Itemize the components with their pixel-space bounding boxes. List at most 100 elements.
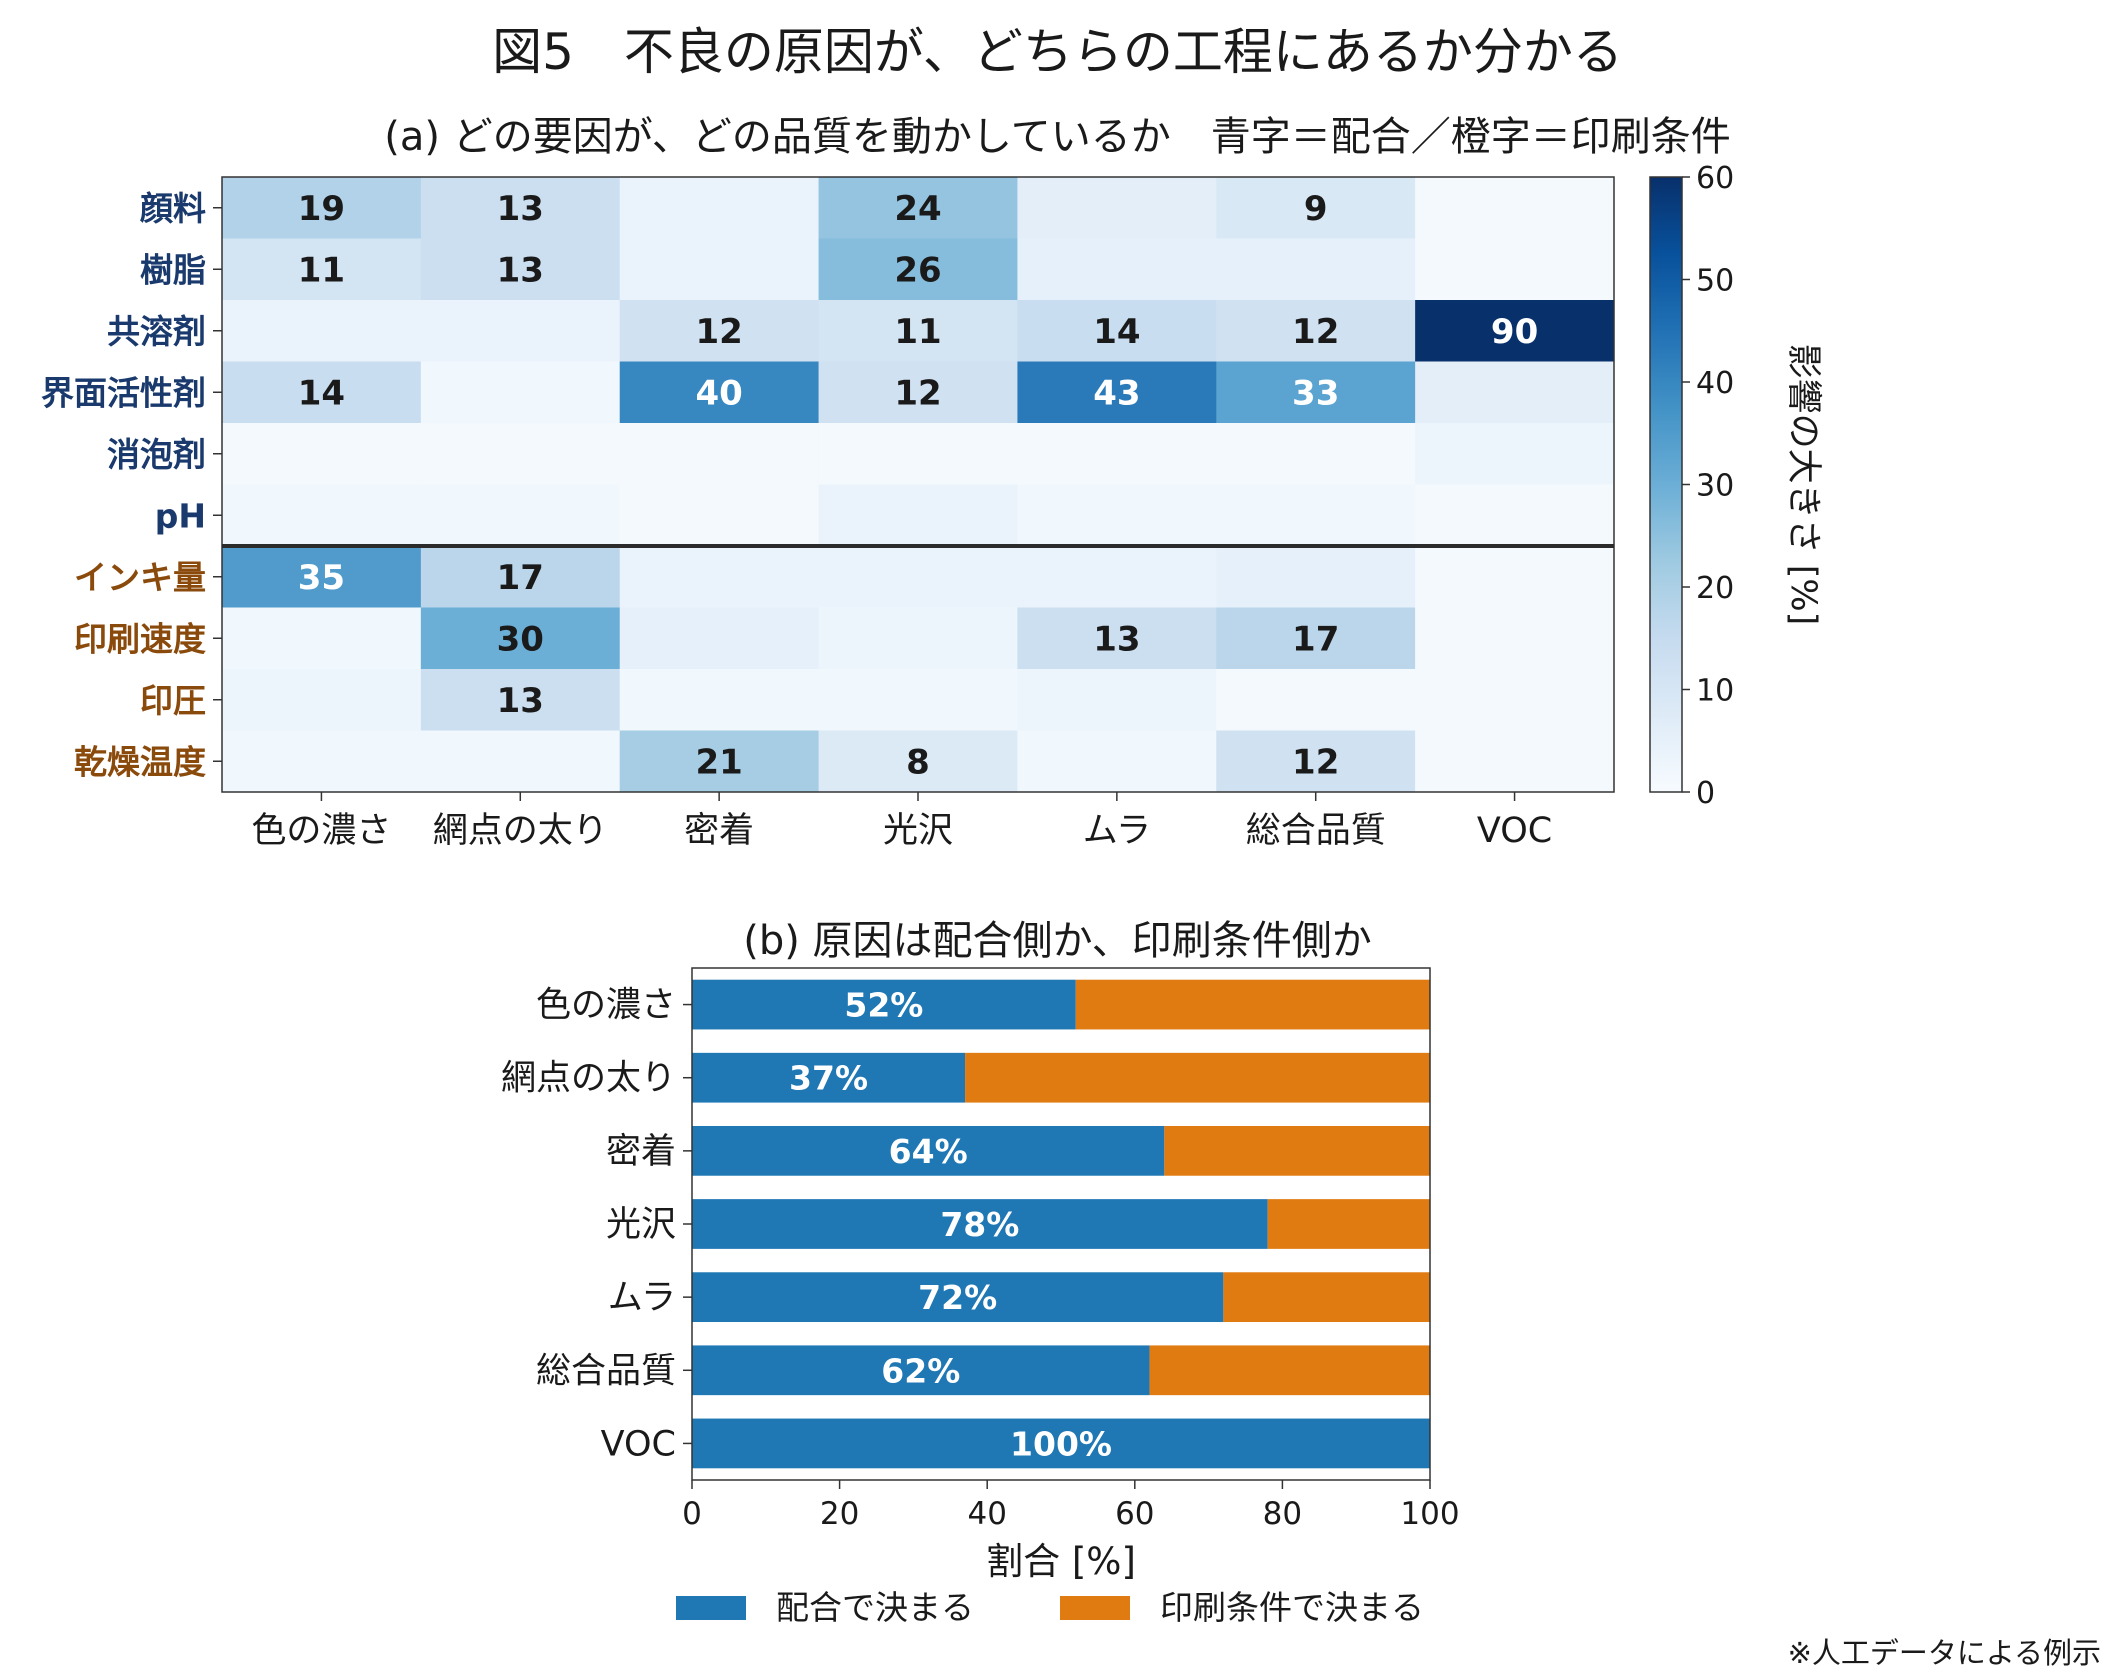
heatmap-cell-label: 14 [298, 373, 345, 413]
heatmap-cell [420, 669, 621, 731]
bar-value-label: 37% [789, 1059, 868, 1098]
heatmap-cell [420, 607, 621, 670]
colorbar-tick-label: 0 [1696, 776, 1715, 811]
x-tick-label: 40 [967, 1496, 1006, 1532]
heatmap-cell [420, 300, 621, 362]
heatmap-row-label: 消泡剤 [107, 435, 206, 474]
heatmap-cell [420, 361, 621, 424]
heatmap-cell-label: 12 [1292, 742, 1339, 782]
heatmap-cell-label: 9 [1304, 189, 1328, 229]
heatmap-cell [222, 669, 422, 731]
heatmap-cell-label: 24 [894, 189, 941, 229]
heatmap-row-label: 乾燥温度 [74, 742, 206, 781]
heatmap-row-label: 印圧 [140, 681, 206, 720]
heatmap-cell [818, 177, 1018, 239]
heatmap-cell [818, 300, 1018, 362]
heatmap-cell [1216, 484, 1416, 547]
bar-segment [692, 1345, 1150, 1396]
bar-value-label: 72% [918, 1278, 997, 1317]
heatmap-cell-label: 14 [1093, 312, 1140, 352]
heatmap-row-label: 共溶剤 [107, 312, 206, 351]
heatmap-cell-label: 13 [497, 250, 544, 290]
bar-segment [692, 979, 1076, 1030]
heatmap-cell [1216, 361, 1416, 424]
heatmap-cell [619, 361, 820, 424]
x-tick-label: 0 [682, 1496, 702, 1532]
heatmap-cell [1216, 669, 1416, 731]
bar-category-label: 色の濃さ [536, 986, 676, 1026]
heatmap-cell [1017, 484, 1217, 547]
heatmap-cell [1415, 669, 1615, 731]
heatmap-cell [222, 730, 422, 793]
heatmap-cell [420, 546, 621, 608]
heatmap-cell [818, 669, 1018, 731]
heatmap-cell-label: 11 [894, 312, 941, 352]
heatmap-column-label: ムラ [1083, 811, 1151, 851]
heatmap-cell [1017, 546, 1217, 608]
heatmap-cell [222, 607, 422, 670]
heatmap-cell [818, 423, 1018, 485]
heatmap-cell-label: 33 [1292, 373, 1339, 413]
heatmap-cell [1415, 484, 1615, 547]
heatmap-cell [420, 177, 621, 239]
heatmap-cell [818, 730, 1018, 793]
heatmap-cell-label: 21 [695, 742, 742, 782]
heatmap-cell [420, 484, 621, 547]
heatmap-cell [1017, 423, 1217, 485]
colorbar-tick-label: 40 [1696, 366, 1734, 401]
bar-value-label: 62% [881, 1351, 960, 1390]
heatmap-row-label: 界面活性剤 [41, 373, 206, 412]
heatmap-cell [818, 484, 1018, 547]
heatmap-cell [222, 238, 422, 301]
heatmap-column-label: 光沢 [883, 811, 953, 851]
bar-category-label: 密着 [606, 1132, 676, 1172]
heatmap-cell [1415, 300, 1615, 362]
heatmap-row-label: 印刷速度 [74, 619, 206, 658]
heatmap-cell [1216, 177, 1416, 239]
colorbar-tick-label: 60 [1696, 161, 1734, 196]
heatmap-cell-label: 13 [497, 189, 544, 229]
colorbar-label: 影響の大きさ [%] [1783, 344, 1823, 626]
heatmap-cell [1415, 423, 1615, 485]
heatmap-cell-label: 19 [298, 189, 345, 229]
heatmap-cell [1415, 238, 1615, 301]
heatmap-row-label: 樹脂 [140, 250, 206, 289]
heatmap-cell-label: 90 [1491, 312, 1538, 352]
heatmap-cell [222, 177, 422, 239]
bar-segment [1223, 1272, 1430, 1323]
legend-swatch [1060, 1596, 1130, 1620]
bar-segment [692, 1418, 1430, 1469]
heatmap-cell [818, 238, 1018, 301]
bar-value-label: 52% [844, 986, 923, 1025]
bar-x-axis-label: 割合 [%] [986, 1540, 1136, 1583]
figure-title: 図5 不良の原因が、どちらの工程にあるか分かる [492, 23, 1623, 81]
synthetic-data-note: ※人工データによる例示 [1787, 1636, 2101, 1670]
heatmap-cell [420, 730, 621, 793]
bar-segment [692, 1052, 966, 1103]
heatmap-column-label: 密着 [684, 811, 754, 851]
heatmap-cell-label: 12 [894, 373, 941, 413]
heatmap-cell [619, 546, 820, 608]
heatmap-cell [1415, 730, 1615, 793]
heatmap-cell [1017, 607, 1217, 670]
heatmap-cell [619, 607, 820, 670]
heatmap-cell-label: 13 [497, 681, 544, 721]
heatmap-cell [818, 361, 1018, 424]
bar-segment [692, 1272, 1224, 1323]
heatmap-cell-label: 30 [497, 619, 544, 659]
heatmap-cell [1017, 300, 1217, 362]
legend-label: 印刷条件で決まる [1160, 1588, 1424, 1627]
colorbar-tick-label: 20 [1696, 571, 1734, 606]
heatmap-cell [1216, 546, 1416, 608]
heatmap-cell-label: 12 [1292, 312, 1339, 352]
heatmap-cell [1415, 361, 1615, 424]
heatmap-cell-label: 8 [906, 742, 930, 782]
heatmap-cell [1216, 730, 1416, 793]
heatmap-cell [619, 238, 820, 301]
heatmap-cell [1415, 177, 1615, 239]
bar-category-label: 総合品質 [536, 1351, 676, 1391]
x-tick-label: 100 [1400, 1496, 1459, 1532]
x-tick-label: 80 [1263, 1496, 1302, 1532]
heatmap-cell [1415, 607, 1615, 670]
